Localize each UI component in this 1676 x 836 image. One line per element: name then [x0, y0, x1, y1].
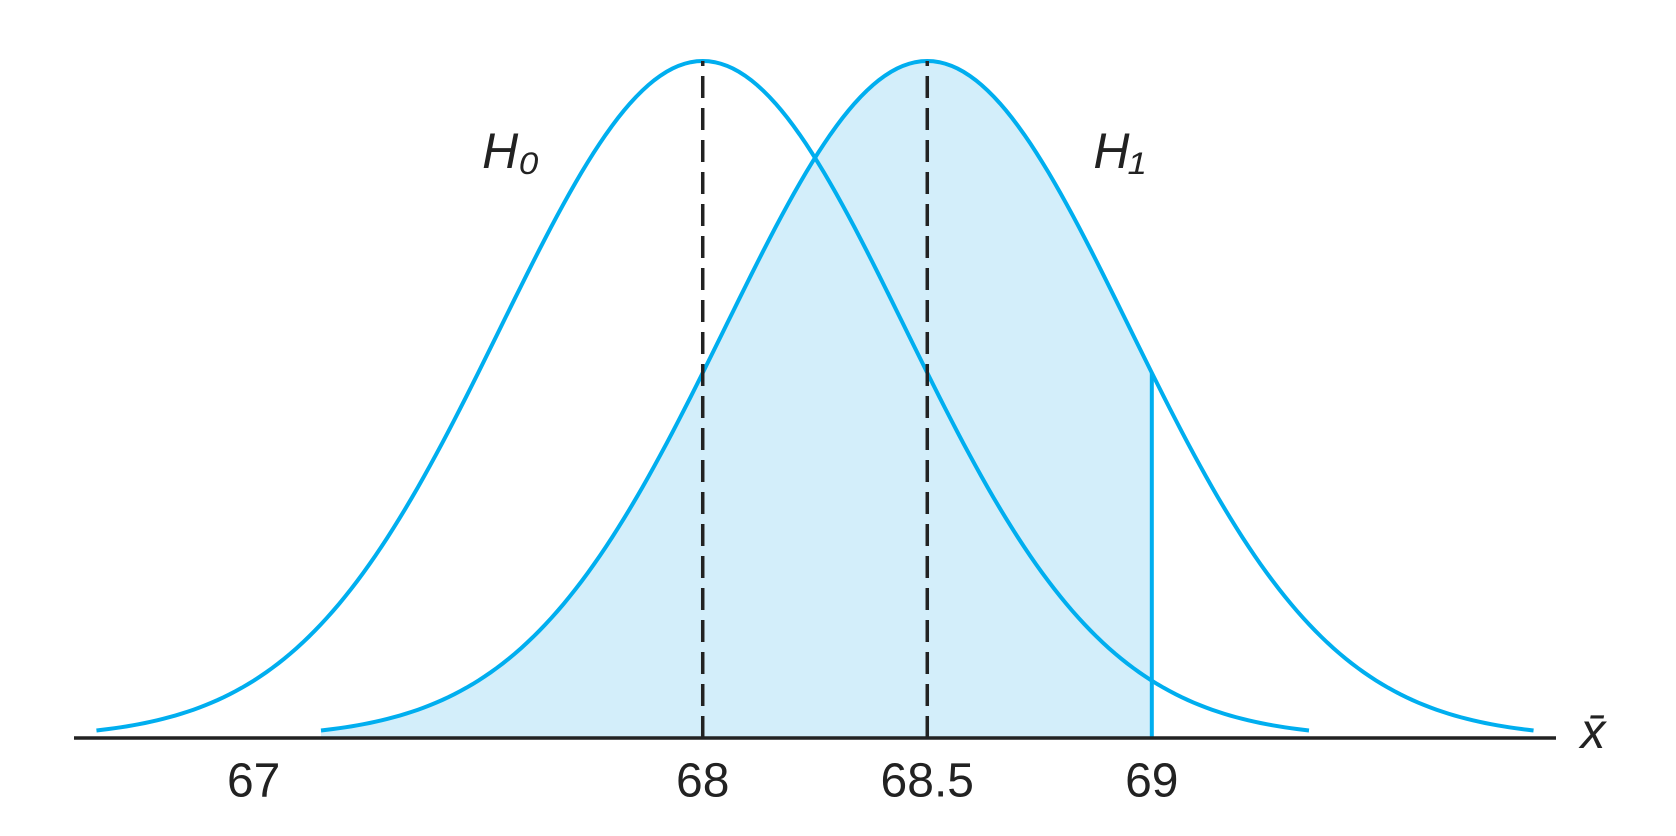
shaded-area: [321, 61, 1152, 738]
x-tick-label: 67: [227, 755, 280, 808]
curve-label: H₁: [1093, 123, 1145, 179]
x-tick-label: 69: [1125, 755, 1178, 808]
x-axis-label: x̄: [1579, 703, 1608, 759]
x-tick-label: 68: [676, 755, 729, 808]
x-tick-label: 68.5: [881, 755, 974, 808]
curve-label: H₀: [482, 123, 539, 179]
